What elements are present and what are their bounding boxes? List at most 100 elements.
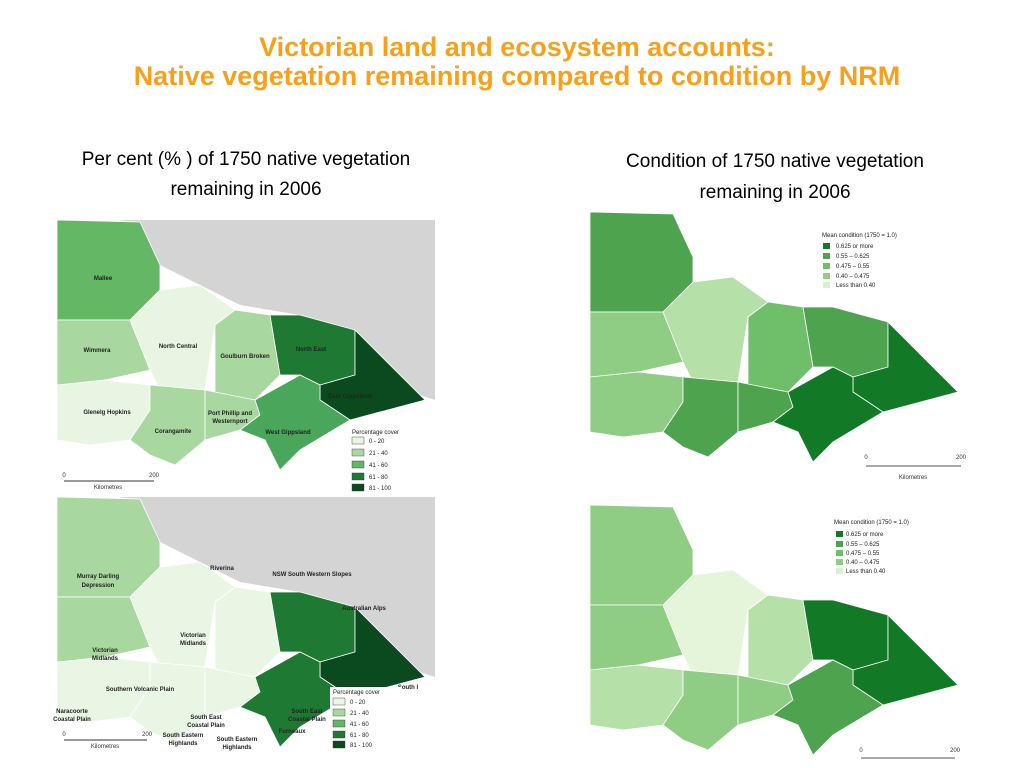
label: Victorian xyxy=(92,648,118,654)
label: 200 xyxy=(956,455,967,461)
map-3: Murray Darling Depression Riverina NSW S… xyxy=(53,496,435,751)
label: Westernport xyxy=(212,419,247,425)
label: 0.625 or more xyxy=(836,244,874,250)
legend-swatch xyxy=(351,483,365,492)
region xyxy=(747,301,814,393)
label: Midlands xyxy=(92,656,119,662)
shape xyxy=(589,211,959,463)
label: 200 xyxy=(950,748,961,754)
legend-swatch xyxy=(332,740,346,749)
legend-swatch xyxy=(836,541,843,547)
label: Coastal Plain xyxy=(288,717,326,723)
label: Coastal Plain xyxy=(187,723,225,729)
shape xyxy=(589,504,959,756)
legend-swatch xyxy=(332,708,346,717)
label: 81 - 100 xyxy=(369,486,392,492)
label: 41 - 60 xyxy=(350,722,369,728)
region xyxy=(747,594,814,686)
legend-swatch xyxy=(351,472,365,481)
label: Murray Darling xyxy=(77,574,120,580)
map-2: Mean condition (1750 = 1.0) 0.625 or mor… xyxy=(589,211,967,481)
label: 0.475 – 0.55 xyxy=(846,551,880,557)
legend-swatch xyxy=(351,448,365,457)
legend-swatch xyxy=(836,550,843,556)
label: 0 - 20 xyxy=(350,700,366,706)
legend-swatch xyxy=(823,263,830,269)
label: 0 - 20 xyxy=(369,439,385,445)
label: 0.55 – 0.625 xyxy=(836,254,870,260)
label: 0.40 – 0.475 xyxy=(836,274,870,280)
region xyxy=(802,599,889,671)
label: 41 - 60 xyxy=(369,463,388,469)
legend-swatch xyxy=(823,273,830,279)
label: Coastal Plain xyxy=(53,717,91,723)
label: Port Phillip and xyxy=(208,411,252,417)
caption: remaining in 2006 xyxy=(170,179,321,200)
label: Less than 0.40 xyxy=(836,283,876,289)
label: Kilometres xyxy=(94,485,122,491)
label: 81 - 100 xyxy=(350,743,373,749)
label: Australian Alps xyxy=(342,606,386,612)
title-line: Native vegetation remaining compared to … xyxy=(134,61,901,91)
label: Furneaux xyxy=(278,729,306,735)
region xyxy=(214,586,281,678)
legend-swatch xyxy=(332,697,346,706)
legend-swatch xyxy=(823,253,830,259)
label: 0.625 or more xyxy=(846,532,884,538)
label: 61 - 80 xyxy=(369,475,388,481)
label: North East xyxy=(296,347,326,353)
label: NSW South Western Slopes xyxy=(272,572,352,578)
label: Mean condition (1750 = 1.0) xyxy=(822,233,897,239)
legend-swatch xyxy=(823,282,830,288)
label: South East xyxy=(291,709,322,715)
label: Riverina xyxy=(210,566,234,572)
region xyxy=(802,306,889,378)
label: 0.475 – 0.55 xyxy=(836,264,870,270)
label: 200 xyxy=(149,473,160,479)
legend-swatch xyxy=(823,243,830,249)
label: Less than 0.40 xyxy=(846,569,886,575)
label: Highlands xyxy=(222,745,252,751)
label: Wimmera xyxy=(84,348,112,354)
label: Percentage cover xyxy=(352,430,399,436)
label: Kilometres xyxy=(899,475,927,481)
map-1: Mallee Wimmera North Central Goulburn Br… xyxy=(56,219,435,492)
caption: Condition of 1750 native vegetation xyxy=(626,151,924,172)
label: South Eastern xyxy=(217,737,258,743)
label: 21 - 40 xyxy=(350,711,369,717)
legend-swatch xyxy=(330,687,402,751)
caption: Per cent (% ) of 1750 native vegetation xyxy=(82,149,410,170)
label: Midlands xyxy=(180,641,207,647)
label: Highlands xyxy=(168,741,198,747)
label: 0 xyxy=(864,455,868,461)
label: South East xyxy=(190,715,221,721)
legend-swatch xyxy=(332,719,346,728)
label: Mallee xyxy=(94,276,113,282)
label: Glenelg Hopkins xyxy=(83,410,131,416)
legend-swatch xyxy=(332,730,346,739)
label: East Gippsland xyxy=(328,394,372,400)
label: 0 xyxy=(62,732,66,738)
legend-swatch xyxy=(351,436,365,445)
label: Goulburn Broken xyxy=(220,354,270,360)
map-4: Mean condition (1750 = 1.0) 0.625 or mor… xyxy=(589,504,961,759)
label: Corangamite xyxy=(155,429,192,435)
label: 0.55 – 0.625 xyxy=(846,542,880,548)
label: 0 xyxy=(62,473,66,479)
label: 200 xyxy=(142,732,153,738)
legend-swatch xyxy=(836,559,843,565)
label: Southern Volcanic Plain xyxy=(106,687,175,693)
label: South Eastern xyxy=(163,733,204,739)
caption: remaining in 2006 xyxy=(699,182,850,203)
title-line: Victorian land and ecosystem accounts: xyxy=(259,32,775,62)
label: West Gippsland xyxy=(265,430,311,436)
label: North Central xyxy=(159,344,198,350)
label: 21 - 40 xyxy=(369,451,388,457)
label: Mean condition (1750 = 1.0) xyxy=(834,520,909,526)
label: South I xyxy=(398,685,419,691)
label: Naracoorte xyxy=(56,709,88,715)
label: 0 xyxy=(859,748,863,754)
